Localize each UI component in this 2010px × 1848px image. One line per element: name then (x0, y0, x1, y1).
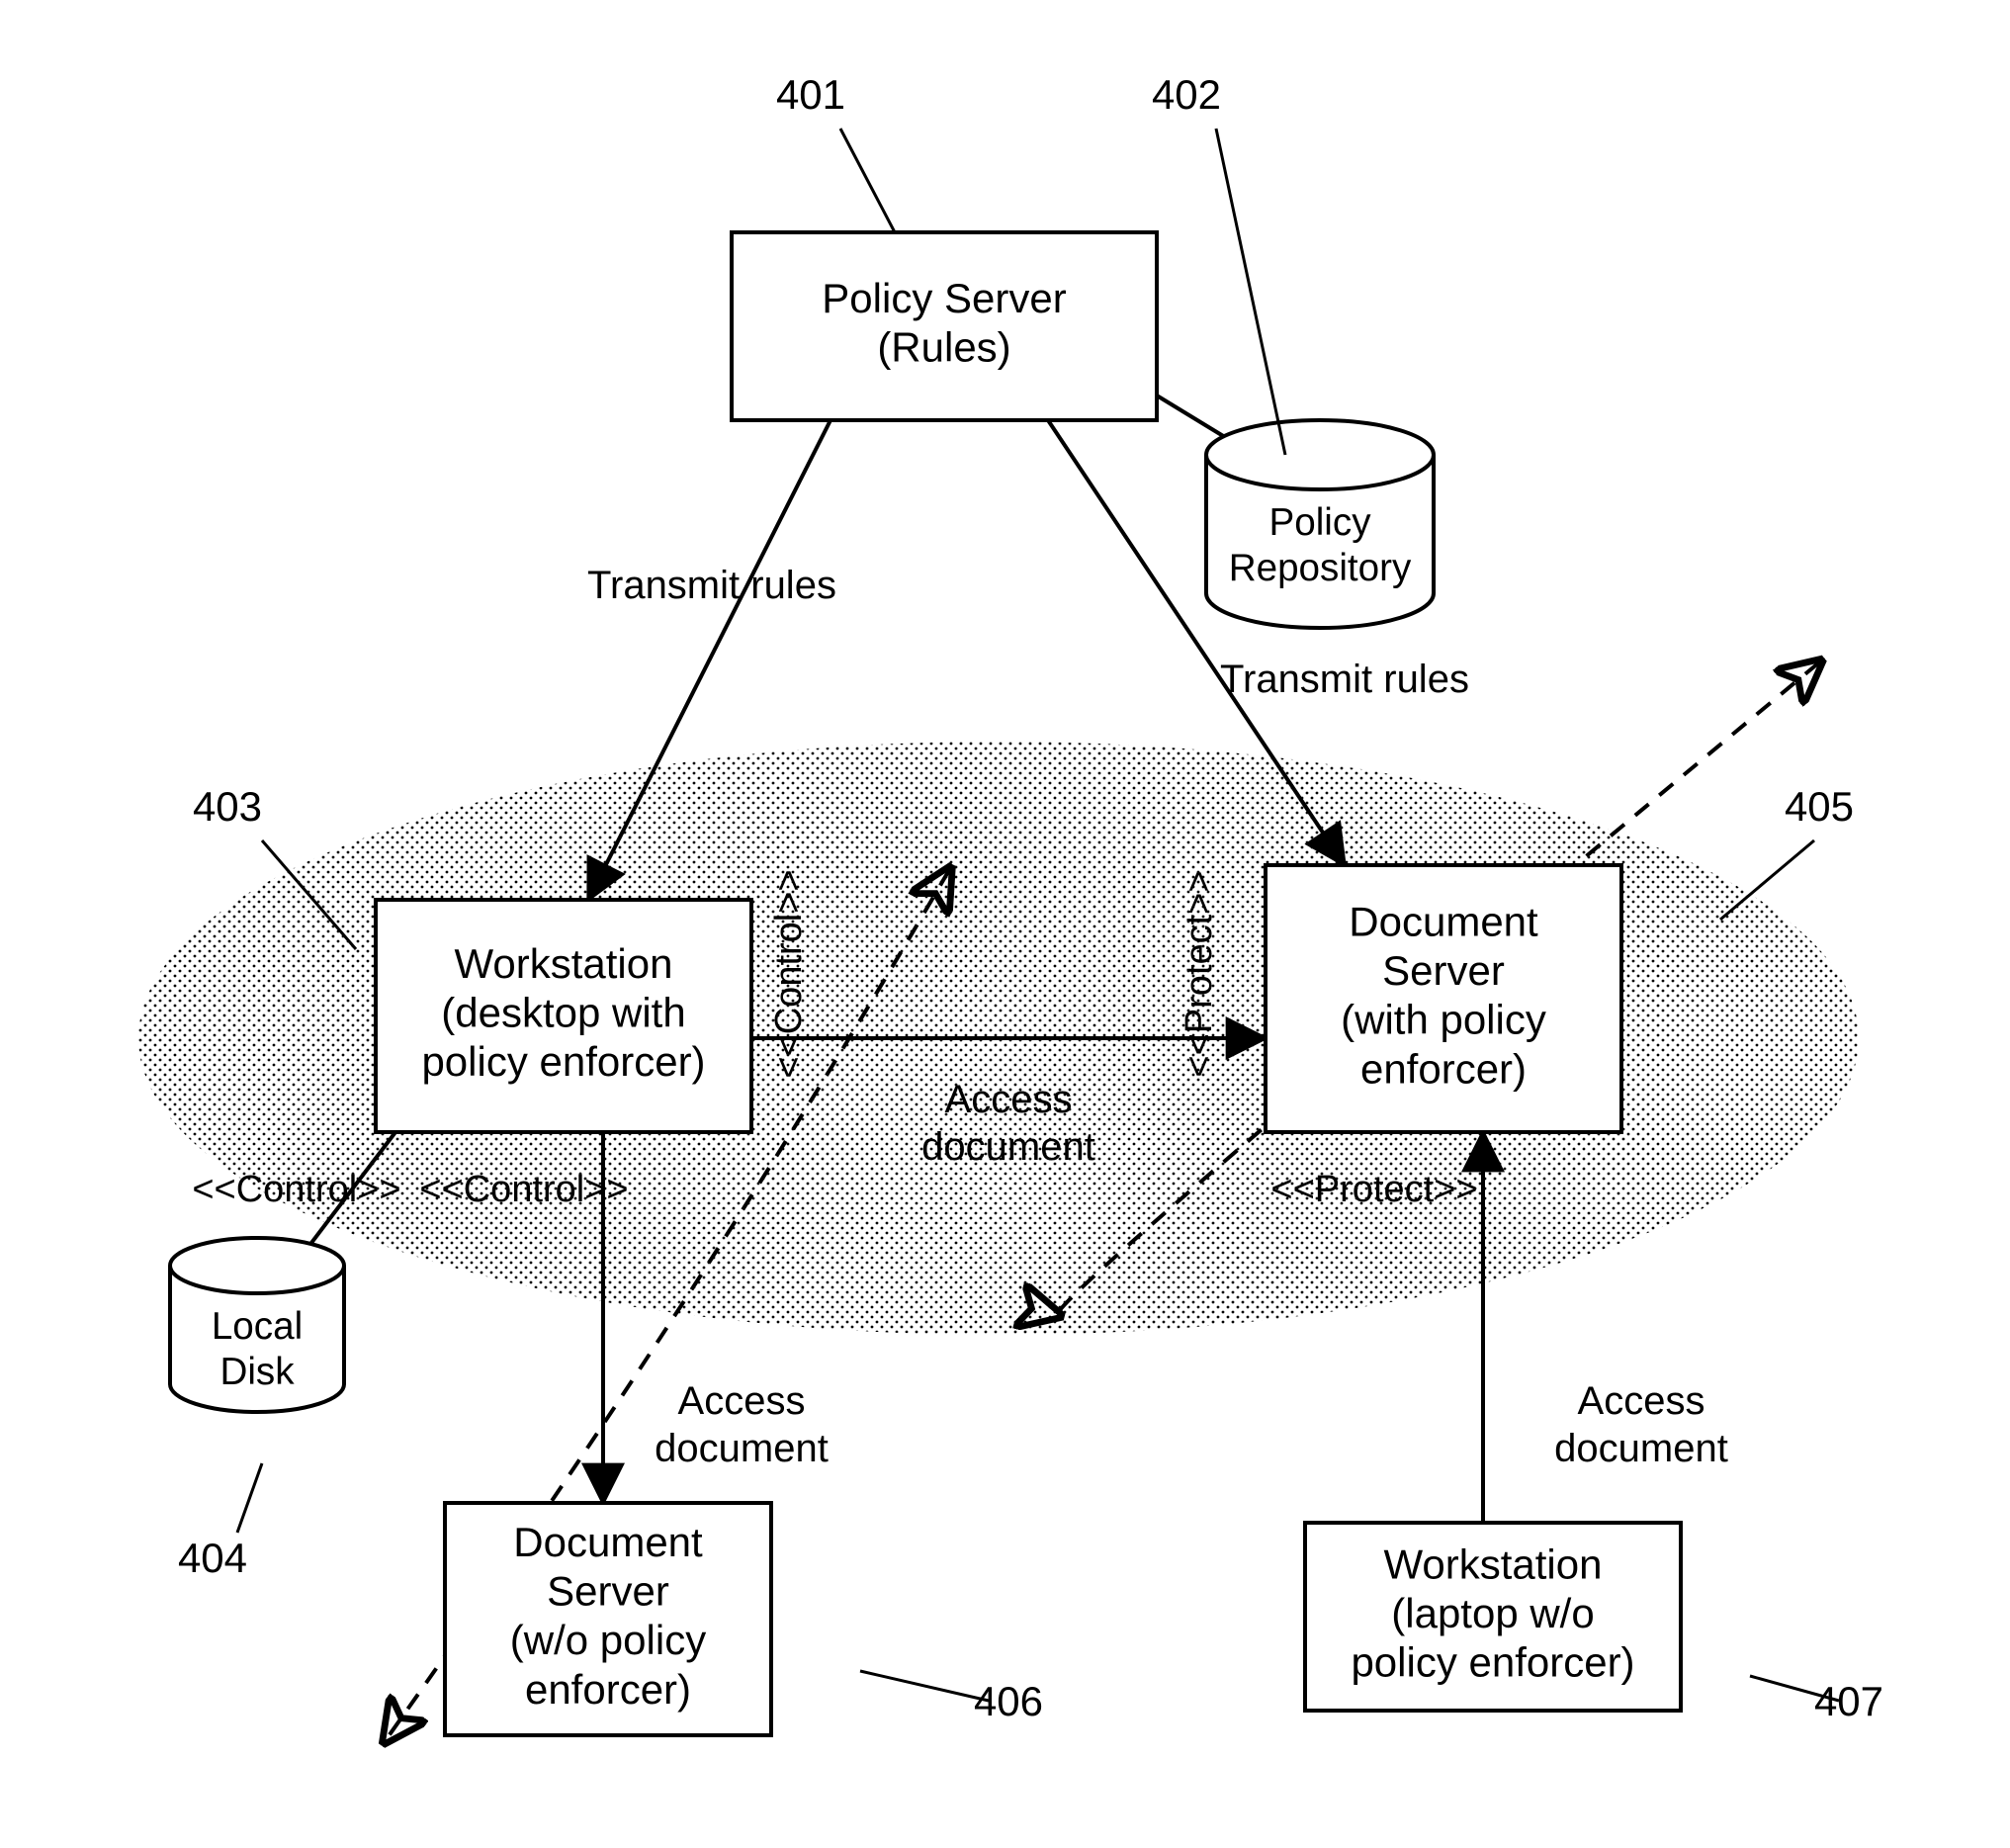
stereotype-label: <<Control>> (768, 869, 810, 1078)
ref-leader (860, 1671, 989, 1701)
node-label-line: Local (212, 1305, 303, 1348)
edge-label: Access (678, 1379, 806, 1423)
node-label-line: Policy (1268, 501, 1371, 544)
ref-number: 406 (974, 1678, 1043, 1724)
node-label-line: (w/o policy (510, 1617, 706, 1663)
node-label-line: (Rules) (877, 324, 1010, 371)
node-label-line: Disk (219, 1351, 295, 1393)
ref-number: 405 (1785, 783, 1854, 830)
node-label-line: enforcer) (1360, 1045, 1527, 1092)
edge-label: Access (1578, 1379, 1705, 1423)
node-local_disk: LocalDisk (170, 1238, 344, 1412)
node-policy_repo: PolicyRepository (1206, 420, 1434, 628)
edge-label: Transmit rules (1220, 658, 1469, 701)
node-document_server_enforced: DocumentServer(with policyenforcer) (1266, 865, 1621, 1132)
node-label-line: (desktop with (441, 989, 685, 1035)
node-label-line: (laptop w/o (1391, 1590, 1594, 1636)
node-label-line: Server (1382, 947, 1505, 994)
node-label-line: policy enforcer) (421, 1038, 705, 1085)
node-label-line: Workstation (1384, 1540, 1603, 1587)
node-label-line: enforcer) (525, 1666, 691, 1713)
node-policy_server: Policy Server(Rules) (732, 232, 1157, 420)
node-label-line: Workstation (455, 940, 673, 987)
ref-number: 403 (193, 783, 262, 830)
node-label-line: policy enforcer) (1351, 1638, 1634, 1685)
node-document_server_noenf: DocumentServer(w/o policyenforcer) (445, 1503, 771, 1735)
ref-number: 404 (178, 1535, 247, 1581)
node-workstation_desktop: Workstation(desktop withpolicy enforcer) (376, 900, 751, 1132)
stereotype-label: <<Protect>> (1270, 1169, 1477, 1210)
edge-label: document (655, 1427, 829, 1470)
node-workstation_laptop: Workstation(laptop w/opolicy enforcer) (1305, 1523, 1681, 1711)
ref-leader (840, 129, 895, 232)
stereotype-label: <<Control>> (192, 1169, 400, 1210)
edge-label: document (921, 1125, 1095, 1169)
node-label-line: Server (547, 1568, 669, 1615)
stereotype-label: <<Control>> (419, 1169, 628, 1210)
ref-number: 407 (1814, 1678, 1883, 1724)
edge-label: Access (945, 1078, 1073, 1121)
ref-leader (1216, 129, 1285, 455)
node-label-line: (with policy (1341, 997, 1546, 1043)
ref-leader (237, 1463, 262, 1533)
edge-label: document (1554, 1427, 1728, 1470)
edge-label: Transmit rules (587, 564, 836, 607)
ref-number: 402 (1152, 71, 1221, 118)
stereotype-label: <<Protect>> (1179, 870, 1220, 1077)
node-label-line: Policy Server (822, 275, 1066, 321)
node-label-line: Document (1349, 899, 1538, 945)
node-label-line: Repository (1229, 547, 1412, 589)
diagram-canvas: Transmit rulesTransmit rulesAccessdocume… (0, 0, 2010, 1848)
ref-number: 401 (776, 71, 845, 118)
node-label-line: Document (513, 1519, 703, 1565)
